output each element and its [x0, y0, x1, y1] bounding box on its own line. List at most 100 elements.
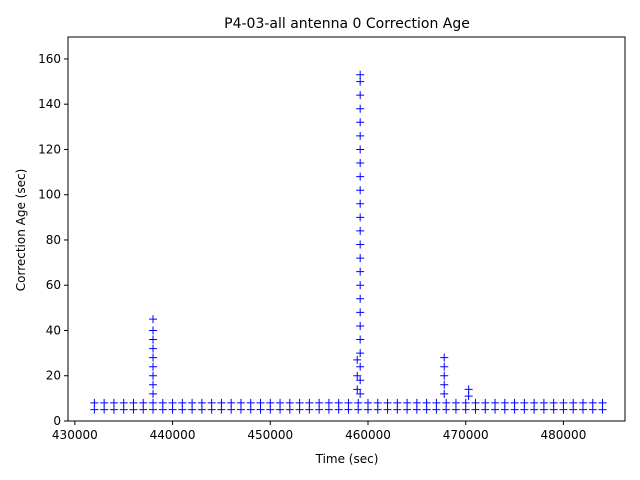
point: [197, 398, 206, 407]
point: [549, 405, 558, 414]
point: [324, 405, 333, 414]
point: [520, 398, 529, 407]
point: [295, 398, 304, 407]
point: [461, 405, 470, 414]
point: [217, 398, 226, 407]
point: [276, 398, 285, 407]
point: [266, 405, 275, 414]
point: [207, 405, 216, 414]
point: [559, 405, 568, 414]
point: [356, 70, 365, 79]
y-tick-label: 140: [38, 97, 61, 111]
point: [149, 344, 158, 353]
point: [90, 398, 99, 407]
x-axis-label: Time (sec): [315, 452, 379, 466]
point: [256, 405, 265, 414]
point: [451, 398, 460, 407]
point: [356, 186, 365, 195]
point: [353, 385, 362, 394]
point: [158, 405, 167, 414]
point: [530, 398, 539, 407]
point: [422, 398, 431, 407]
point: [178, 398, 187, 407]
point: [149, 315, 158, 324]
point: [383, 398, 392, 407]
x-tick-label: 470000: [443, 428, 489, 442]
point: [598, 405, 607, 414]
point: [236, 405, 245, 414]
point: [440, 362, 449, 371]
point: [578, 405, 587, 414]
point: [440, 389, 449, 398]
point: [246, 405, 255, 414]
point: [356, 281, 365, 290]
point: [139, 405, 148, 414]
point: [149, 389, 158, 398]
point: [344, 398, 353, 407]
point: [109, 398, 118, 407]
point: [356, 172, 365, 181]
point: [236, 398, 245, 407]
point: [246, 398, 255, 407]
point: [149, 405, 158, 414]
point: [569, 405, 578, 414]
point: [334, 405, 343, 414]
point: [129, 398, 138, 407]
point: [356, 91, 365, 100]
point: [393, 405, 402, 414]
point: [149, 362, 158, 371]
point: [403, 398, 412, 407]
point: [363, 398, 372, 407]
point: [500, 405, 509, 414]
point: [569, 398, 578, 407]
x-tick-label: 460000: [345, 428, 391, 442]
point: [412, 405, 421, 414]
y-tick-label: 20: [46, 369, 61, 383]
point: [383, 405, 392, 414]
point: [100, 398, 109, 407]
point: [356, 131, 365, 140]
y-tick-label: 40: [46, 323, 61, 337]
point: [356, 376, 365, 385]
point: [178, 405, 187, 414]
point: [510, 405, 519, 414]
point: [403, 405, 412, 414]
point: [149, 353, 158, 362]
point: [539, 405, 548, 414]
x-tick-label: 480000: [541, 428, 587, 442]
point: [315, 398, 324, 407]
point: [149, 380, 158, 389]
point: [305, 398, 314, 407]
point: [464, 385, 473, 394]
point: [139, 398, 148, 407]
point: [578, 398, 587, 407]
point: [315, 405, 324, 414]
point: [356, 118, 365, 127]
point: [227, 398, 236, 407]
point: [464, 392, 473, 401]
y-axis-label: Correction Age (sec): [14, 169, 28, 292]
x-tick-label: 440000: [150, 428, 196, 442]
y-tick-label: 0: [53, 414, 61, 428]
point: [256, 398, 265, 407]
point: [285, 405, 294, 414]
point: [217, 405, 226, 414]
y-tick-label: 100: [38, 188, 61, 202]
point: [356, 389, 365, 398]
point: [90, 405, 99, 414]
point: [227, 405, 236, 414]
x-tick-label: 450000: [247, 428, 293, 442]
point: [266, 398, 275, 407]
point: [451, 405, 460, 414]
point: [598, 398, 607, 407]
point: [491, 405, 500, 414]
point: [344, 405, 353, 414]
point: [354, 405, 363, 414]
point: [356, 294, 365, 303]
point: [373, 405, 382, 414]
point: [356, 267, 365, 276]
point: [461, 398, 470, 407]
point: [276, 405, 285, 414]
point: [356, 308, 365, 317]
